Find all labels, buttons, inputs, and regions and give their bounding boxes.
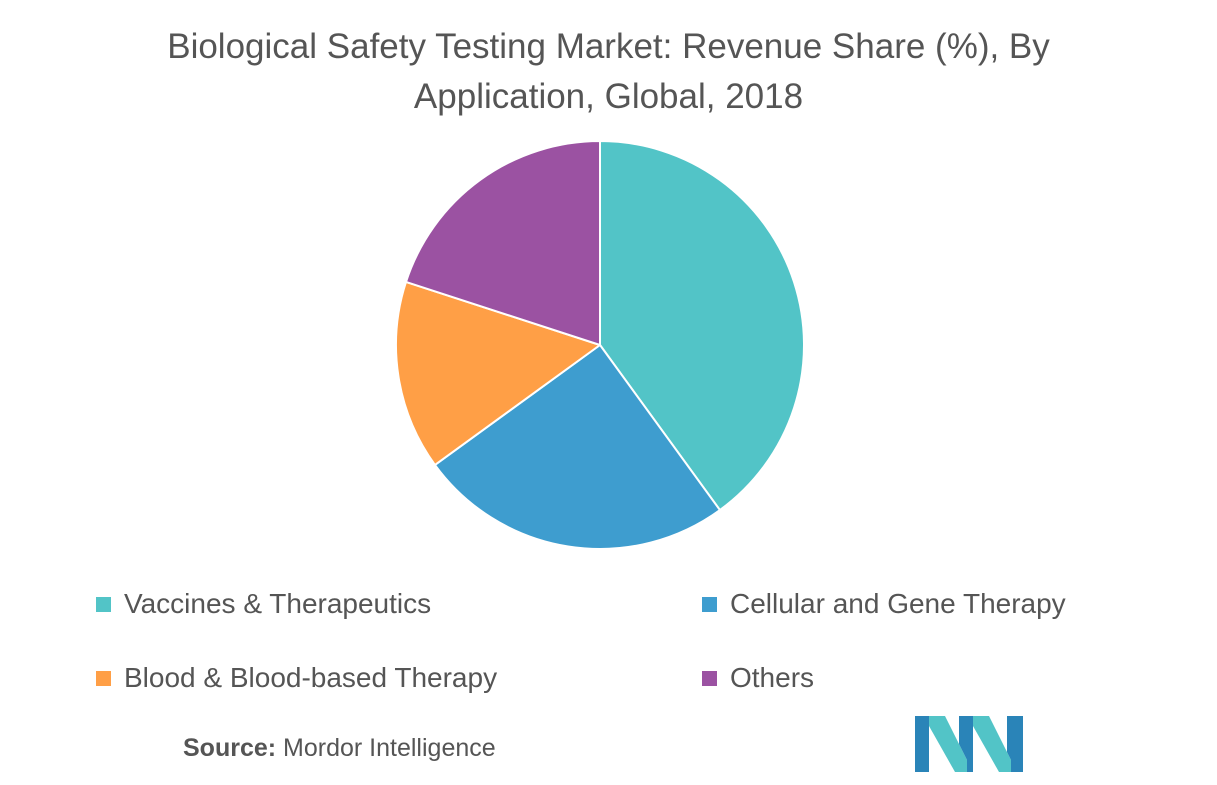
logo-shape-4 [973, 716, 1011, 772]
logo-shape-1 [915, 716, 929, 772]
source-note: Source: Mordor Intelligence [183, 734, 496, 763]
source-label: Source: [183, 734, 277, 762]
chart-title-line-1: Biological Safety Testing Market: Revenu… [167, 27, 1050, 66]
logo-shape-5 [1007, 716, 1023, 772]
pie-slice-vaccines-therapeutics [599, 140, 805, 512]
pie-slice-others [404, 140, 601, 346]
chart-title-line-2: Application, Global, 2018 [413, 77, 804, 116]
pie-slices [395, 140, 805, 550]
pie-slice-cellular-and-gene-therapy [433, 344, 721, 550]
source-text: Mordor Intelligence [283, 734, 496, 762]
logo-shape-2 [929, 716, 967, 772]
mordor-intelligence-logo-icon [915, 716, 1023, 772]
pie-slice-blood-blood-based-therapy [395, 280, 601, 466]
logo-shape-3 [959, 716, 973, 772]
chart-title: Biological Safety Testing Market: Revenu… [0, 22, 1217, 122]
